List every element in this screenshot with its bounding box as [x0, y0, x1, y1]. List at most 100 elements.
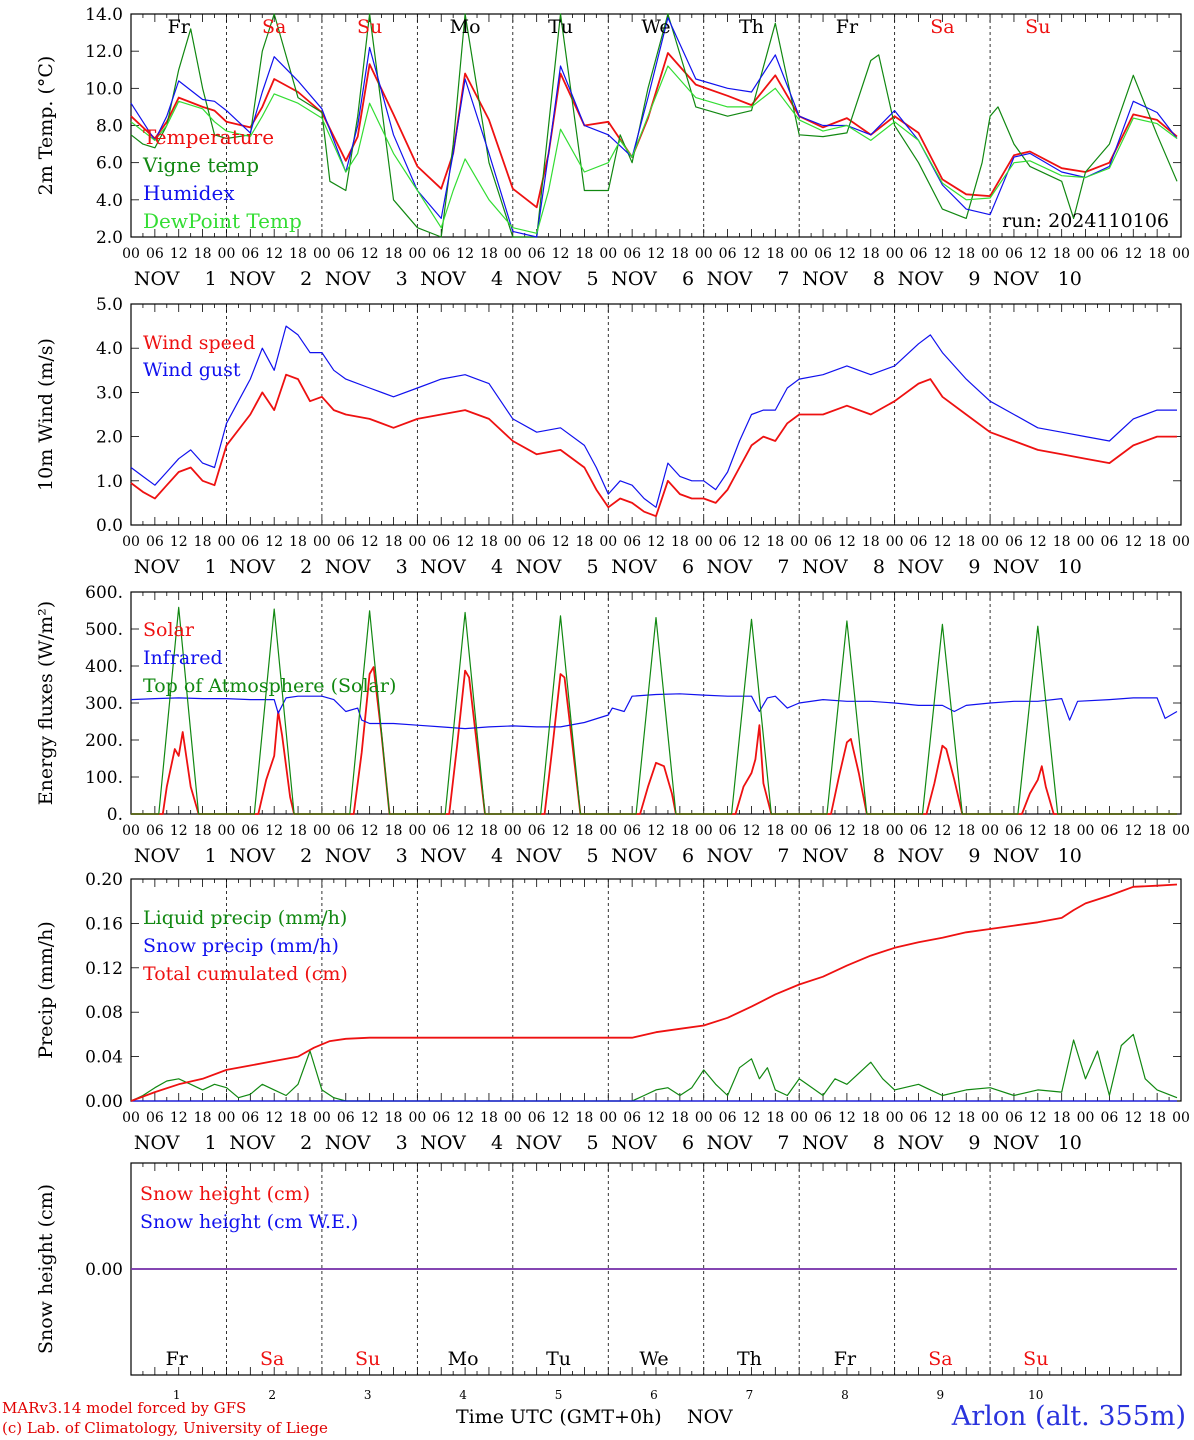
hour-label: 18 [766, 823, 784, 839]
hour-label: 18 [385, 534, 403, 550]
y-tick-label: 3.0 [96, 383, 123, 403]
hour-label: 12 [1124, 246, 1142, 262]
month-label: NOV [707, 268, 753, 290]
y-tick-label: 500. [85, 620, 123, 640]
hour-label: 18 [480, 1110, 498, 1126]
hour-label: 00 [504, 534, 522, 550]
hour-label: 00 [504, 823, 522, 839]
hour-label: 06 [146, 823, 164, 839]
month-label: NOV [802, 268, 848, 290]
y-tick-label: 4.0 [96, 191, 123, 211]
hour-label: 12 [838, 1110, 856, 1126]
day-number: 9 [968, 268, 980, 290]
hour-label: 18 [289, 1110, 307, 1126]
hour-label: 12 [265, 823, 283, 839]
month-label: NOV [993, 268, 1039, 290]
day-abbr-top: Fr [168, 16, 191, 38]
day-number: 8 [873, 556, 885, 578]
month-label: NOV [229, 268, 275, 290]
series-line-dewpoint-temp [130, 65, 1178, 234]
hour-label: 12 [1029, 246, 1047, 262]
hour-label: 12 [361, 1110, 379, 1126]
hour-label: 06 [910, 823, 928, 839]
hour-label: 12 [1124, 534, 1142, 550]
y-tick-label: 0. [107, 805, 123, 825]
month-label: NOV [134, 268, 180, 290]
hour-label: 18 [671, 534, 689, 550]
hour-label: 18 [385, 246, 403, 262]
day-number: 8 [873, 268, 885, 290]
panel-5: 0.00 Snow height (cm) Snow height (cm) Snow… [35, 1162, 1182, 1402]
hour-label: 12 [933, 1110, 951, 1126]
hour-label: 06 [241, 1110, 259, 1126]
month-label: NOV [325, 1132, 371, 1154]
hour-label: 18 [194, 534, 212, 550]
hour-label: 18 [1148, 534, 1166, 550]
day-abbr-top: Sa [930, 16, 954, 38]
day-number-bottom: 8 [841, 1388, 849, 1402]
credit-line-2: (c) Lab. of Climatology, University of L… [2, 1419, 328, 1437]
hour-label: 00 [1077, 534, 1095, 550]
day-number: 7 [777, 268, 789, 290]
legend-entry: Vigne temp [142, 153, 259, 177]
hour-label: 18 [957, 534, 975, 550]
day-number: 8 [873, 845, 885, 867]
series-line-wind-speed [130, 373, 1177, 518]
month-label: NOV [134, 845, 180, 867]
series-line-infrared [130, 693, 1178, 730]
hour-label: 06 [337, 823, 355, 839]
y-tick-label: 5.0 [96, 295, 123, 315]
hour-label: 12 [933, 246, 951, 262]
hour-label: 00 [886, 823, 904, 839]
legend-entry: Liquid precip (mm/h) [143, 907, 347, 929]
month-label: NOV [898, 845, 944, 867]
month-label: NOV [802, 845, 848, 867]
hour-label: 06 [814, 823, 832, 839]
hour-label: 06 [719, 1110, 737, 1126]
day-number: 10 [1058, 556, 1082, 578]
hour-label: 00 [599, 246, 617, 262]
y-tick-label: 2.0 [96, 228, 123, 248]
hour-label: 18 [480, 246, 498, 262]
day-abbr-bottom: Th [737, 1348, 762, 1370]
hour-label: 12 [361, 823, 379, 839]
hour-label: 06 [146, 246, 164, 262]
legend-entry: Total cumulated (cm) [143, 963, 348, 985]
hour-label: 00 [1172, 1110, 1190, 1126]
hour-label: 12 [456, 246, 474, 262]
hour-label: 12 [838, 823, 856, 839]
series-line-total-cumulated-cm- [130, 883, 1178, 1102]
hour-label: 06 [910, 246, 928, 262]
hour-label: 12 [838, 534, 856, 550]
month-label: NOV [420, 268, 466, 290]
hour-label: 06 [1005, 823, 1023, 839]
y-tick-label: 14.0 [85, 5, 123, 25]
hour-label: 18 [575, 534, 593, 550]
day-number: 1 [205, 1132, 217, 1154]
hour-label: 00 [1077, 246, 1095, 262]
hour-label: 12 [1124, 823, 1142, 839]
day-abbr-top: Th [739, 16, 764, 38]
panel-3: 0. 100. 200. 300. 400. 500. 600. Energy fluxes … [35, 583, 1190, 867]
hour-label: 18 [385, 1110, 403, 1126]
hour-label: 06 [623, 823, 641, 839]
month-label: NOV [516, 1132, 562, 1154]
hour-label: 18 [671, 1110, 689, 1126]
hour-label: 18 [862, 534, 880, 550]
day-number: 5 [586, 556, 598, 578]
hour-label: 00 [599, 823, 617, 839]
hour-label: 00 [695, 1110, 713, 1126]
y-tick-label: 100. [85, 768, 123, 788]
hour-label: 00 [408, 246, 426, 262]
hour-label: 18 [1053, 534, 1071, 550]
day-number-bottom: 3 [364, 1388, 372, 1402]
run-annotation: run: 2024110106 [1002, 210, 1169, 232]
month-label: NOV [611, 845, 657, 867]
hour-label: 06 [623, 534, 641, 550]
legend-entry: Snow height (cm) [140, 1183, 310, 1205]
day-number: 5 [586, 268, 598, 290]
day-number-bottom: 10 [1028, 1388, 1043, 1402]
month-label: NOV [707, 556, 753, 578]
day-number-bottom: 9 [937, 1388, 945, 1402]
